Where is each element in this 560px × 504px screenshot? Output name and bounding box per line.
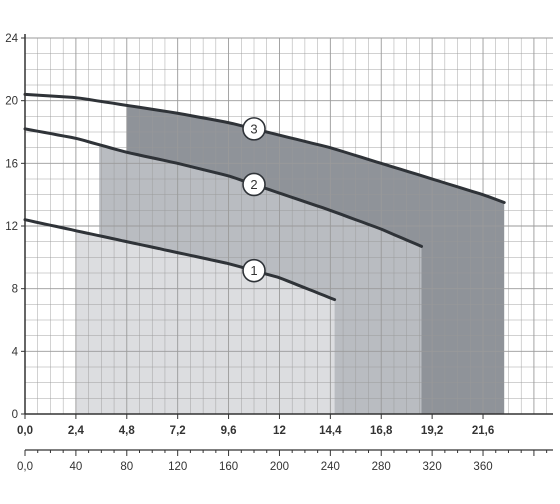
x-tick-label: 12 <box>273 425 286 437</box>
curve-marker-circle <box>242 258 266 283</box>
curve-marker-3: 3 <box>242 117 266 141</box>
curve-marker-1: 1 <box>242 258 266 283</box>
x2-tick-label: 0,0 <box>17 461 33 473</box>
curve-marker-label: 2 <box>250 177 257 192</box>
y-tick-label: 4 <box>12 346 19 358</box>
y-tick-label: 20 <box>5 96 18 108</box>
x-tick-label: 7,2 <box>170 425 186 437</box>
x2-tick-label: 80 <box>120 461 133 473</box>
curve-marker-label: 1 <box>250 263 257 278</box>
curve-marker-label: 3 <box>250 121 257 136</box>
x2-tick-label: 40 <box>69 461 82 473</box>
x2-tick-label: 160 <box>219 461 238 473</box>
curve-markers: 1 2 3 <box>242 117 266 283</box>
curve-marker-circle <box>242 117 266 141</box>
x2-tick-label: 320 <box>423 461 442 473</box>
y-tick-label: 24 <box>5 33 18 45</box>
x-tick-label: 9,6 <box>221 425 237 437</box>
y-tick-label: 8 <box>12 284 18 296</box>
x-tick-label: 2,4 <box>68 425 85 437</box>
x-tick-label: 16,8 <box>370 425 393 437</box>
shaded-regions <box>75 105 505 415</box>
curve-marker-2: 2 <box>242 172 266 197</box>
x2-tick-label: 280 <box>372 461 391 473</box>
x-tick-label: 14,4 <box>319 425 342 437</box>
x2-tick-label: 360 <box>473 461 492 473</box>
x-tick-label: 4,8 <box>119 425 136 437</box>
y-tick-label: 16 <box>5 158 18 170</box>
y-tick-label: 0 <box>12 409 18 421</box>
curve-2 <box>23 127 423 248</box>
x2-tick-label: 200 <box>270 461 289 473</box>
curve-1 <box>23 218 337 302</box>
curve-marker-circle <box>242 172 266 197</box>
x-tick-label: 0,0 <box>17 425 33 437</box>
y-tick-label: 12 <box>5 221 18 233</box>
x2-tick-label: 120 <box>168 461 187 473</box>
x2-tick-label: 240 <box>321 461 340 473</box>
x-tick-label: 21,6 <box>472 425 494 437</box>
x-tick-label: 19,2 <box>421 425 443 437</box>
